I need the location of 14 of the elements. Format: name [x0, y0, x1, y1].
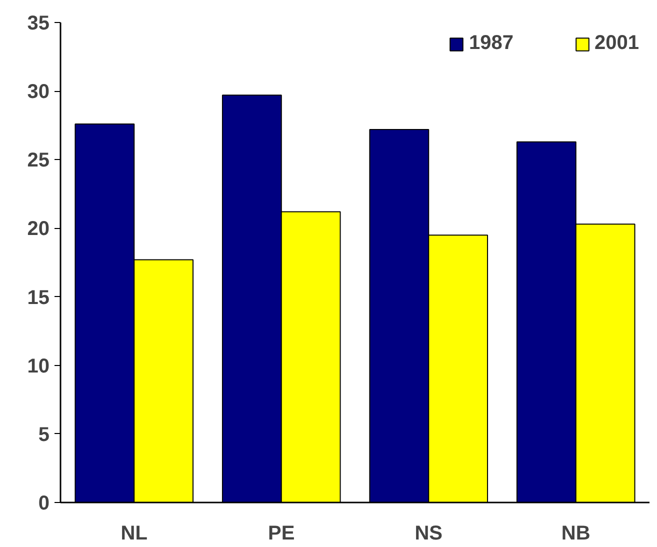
legend-label: 2001 [594, 32, 639, 55]
x-tick-label: NL [120, 522, 148, 544]
y-tick-label: 10 [27, 355, 50, 378]
y-tick-label: 15 [27, 286, 50, 309]
y-tick-label: 0 [38, 492, 50, 514]
y-tick-label: 5 [38, 424, 50, 446]
x-tick-label: NB [561, 522, 590, 544]
y-tick-label: 25 [27, 150, 50, 172]
y-tick-label: 30 [27, 81, 50, 104]
legend-label: 1987 [469, 32, 514, 55]
y-tick-label: 35 [27, 12, 50, 34]
x-tick-label: NS [414, 522, 443, 544]
x-tick-label: PE [268, 522, 295, 544]
y-tick-label: 20 [27, 218, 50, 240]
